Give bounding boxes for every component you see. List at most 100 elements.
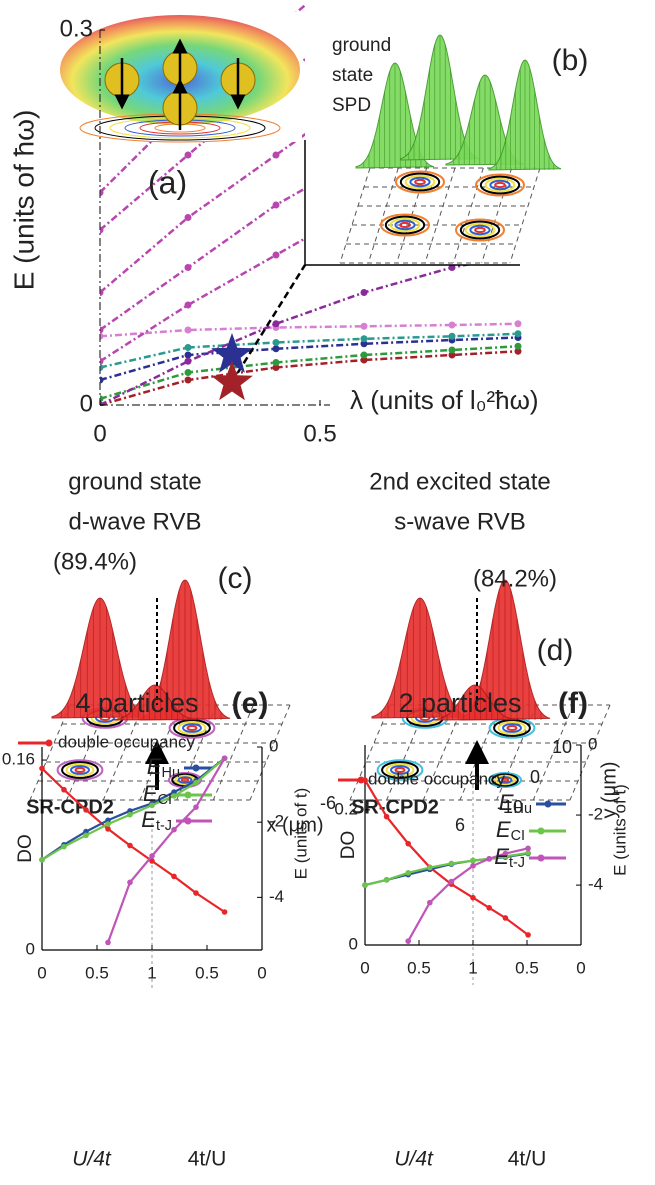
- tick-label: 0: [530, 767, 540, 787]
- data-point: [171, 827, 177, 833]
- data-point: [185, 302, 192, 309]
- pointer: [232, 265, 305, 382]
- data-point: [61, 787, 67, 793]
- data-point: [185, 327, 192, 334]
- data-point: [273, 359, 280, 366]
- data-point: [405, 870, 411, 876]
- data-point: [515, 330, 522, 337]
- data-point: [362, 882, 368, 888]
- annotation: s-wave RVB: [394, 508, 526, 535]
- data-point: [222, 909, 228, 915]
- panel-label: (a): [148, 164, 187, 200]
- data-point: [515, 320, 522, 327]
- data-point: [515, 343, 522, 350]
- annotation: ground: [332, 35, 391, 56]
- data-point: [449, 347, 456, 354]
- legend-swatch: [185, 818, 192, 825]
- data-point: [185, 352, 192, 359]
- x-tick-label: 0.5: [303, 420, 336, 447]
- data-point: [361, 289, 368, 296]
- tick-label: 6: [455, 815, 465, 835]
- y-axis-label: DO: [338, 831, 359, 860]
- data-point: [105, 826, 111, 832]
- data-point: [470, 895, 476, 901]
- data-point: [361, 323, 368, 330]
- legend-label: EHu: [499, 790, 532, 817]
- data-point: [127, 880, 133, 886]
- x-axis-label: 4t/U: [508, 1148, 547, 1171]
- data-point: [83, 807, 89, 813]
- legend-label: double occupancy: [58, 732, 196, 751]
- grid-deco: [30, 705, 70, 800]
- data-point: [361, 335, 368, 342]
- annotation: ground state: [68, 468, 201, 495]
- data-point: [486, 856, 492, 862]
- data-point: [39, 857, 45, 863]
- data-point: [449, 861, 455, 867]
- legend-label: Et-J: [141, 807, 172, 834]
- data-point: [185, 377, 192, 384]
- annotation: (84.2%): [473, 565, 557, 592]
- annotation: 2nd excited state: [369, 468, 550, 495]
- legend-label: double occupancy: [368, 769, 506, 788]
- x-tick-label: 0.5: [407, 958, 431, 977]
- method-label: SR-CPD2: [26, 796, 114, 818]
- data-point: [185, 152, 192, 159]
- y2-tick-label: -2: [269, 812, 284, 831]
- data-point: [449, 322, 456, 329]
- data-point: [105, 940, 111, 946]
- data-point: [185, 369, 192, 376]
- data-point: [193, 780, 199, 786]
- legend-swatch: [185, 792, 192, 799]
- data-point: [185, 264, 192, 271]
- data-point: [273, 202, 280, 209]
- annotation: state: [332, 65, 373, 86]
- x-tick-label: 0: [257, 963, 266, 982]
- data-point: [405, 841, 411, 847]
- chart-title: 4 particles: [75, 688, 198, 718]
- legend-swatch: [358, 777, 365, 784]
- data-point: [185, 214, 192, 221]
- data-point: [273, 152, 280, 159]
- series-line: [108, 758, 225, 942]
- decorations: [30, 0, 655, 800]
- data-point: [427, 865, 433, 871]
- data-point: [273, 320, 280, 327]
- data-point: [273, 252, 280, 259]
- data-point: [486, 905, 492, 911]
- data-point: [525, 846, 531, 852]
- x-axis-label: 4t/U: [188, 1148, 227, 1171]
- data-point: [427, 900, 433, 906]
- data-point: [384, 877, 390, 883]
- y2-tick-label: 0: [588, 734, 597, 753]
- y2-tick-label: -2: [588, 805, 603, 824]
- contour: [188, 726, 197, 730]
- y2-axis-label: E (units of t): [610, 784, 629, 876]
- figure: (a) (b) ground state SPD ground state d-…: [0, 0, 655, 1185]
- data-point: [61, 844, 67, 850]
- panel-label: (e): [232, 687, 269, 720]
- x-tick-label: 0.5: [85, 963, 109, 982]
- data-point: [525, 932, 531, 938]
- y2-tick-label: 0: [269, 736, 278, 755]
- y-axis-label: E (units of ħω): [8, 110, 39, 291]
- legend-swatch: [538, 855, 545, 862]
- x-tick-label: 0.5: [195, 963, 219, 982]
- legend-swatch: [193, 765, 200, 772]
- x-tick-label: 0: [360, 958, 369, 977]
- method-label: SR-CPD2: [351, 796, 439, 818]
- annotation: d-wave RVB: [69, 508, 202, 535]
- data-point: [171, 793, 177, 799]
- data-point: [127, 812, 133, 818]
- panel-label: (d): [537, 634, 574, 667]
- series-line: [42, 768, 225, 912]
- data-point: [222, 755, 228, 761]
- data-point: [361, 352, 368, 359]
- y-axis-label: DO: [15, 834, 36, 863]
- chart-title: 2 particles: [398, 688, 521, 718]
- legend-swatch: [538, 828, 545, 835]
- contour: [76, 768, 85, 772]
- series-line: [100, 255, 518, 405]
- x-axis-label: λ (units of l₀²ħω): [350, 385, 539, 415]
- y-tick-label: 0: [80, 390, 93, 417]
